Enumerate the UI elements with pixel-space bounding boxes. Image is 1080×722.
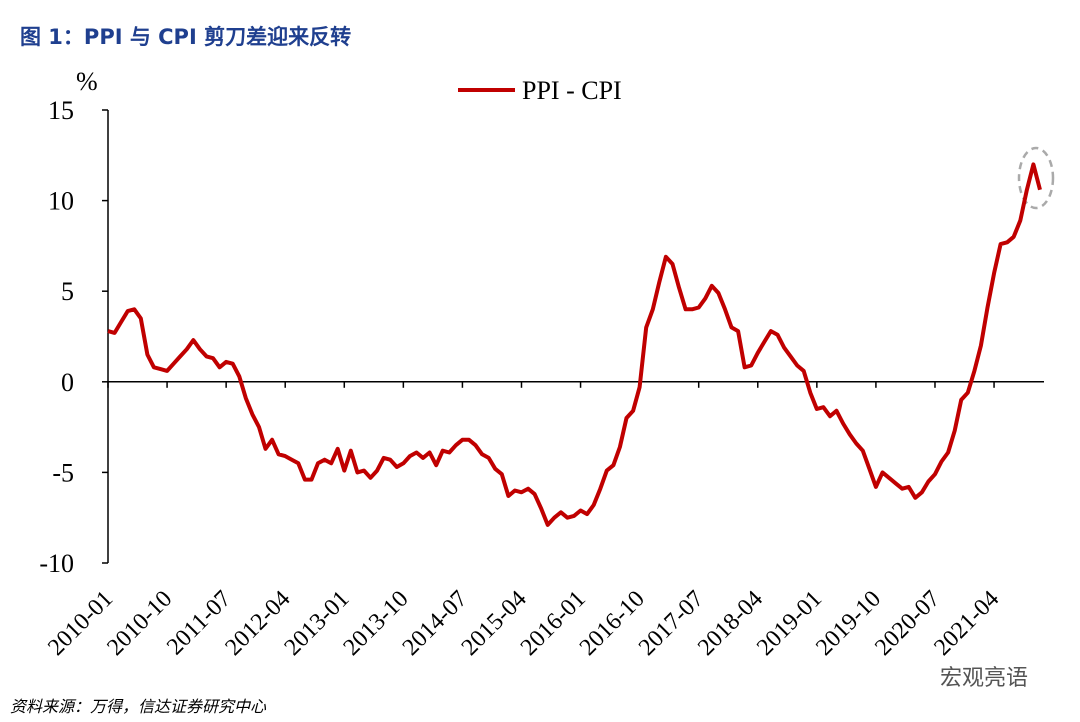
y-tick-label: 10	[48, 187, 74, 216]
legend-label: PPI - CPI	[522, 76, 622, 105]
x-tick-label: 2016-01	[516, 586, 591, 661]
x-tick-label: 2010-10	[102, 586, 177, 661]
x-tick-label: 2016-10	[575, 586, 650, 661]
chart-title: 图 1：PPI 与 CPI 剪刀差迎来反转	[20, 25, 351, 49]
source-note: 资料来源：万得，信达证券研究中心	[10, 697, 267, 716]
y-tick-label: 5	[61, 277, 74, 306]
highlight-ellipse	[1017, 146, 1055, 210]
x-tick-label: 2010-01	[43, 586, 118, 661]
y-tick-label: -10	[39, 549, 74, 578]
x-tick-label: 2020-07	[870, 586, 945, 661]
x-tick-label: 2015-04	[457, 586, 532, 661]
y-tick-label: 15	[48, 96, 74, 125]
x-tick-label: 2021-04	[929, 586, 1004, 661]
x-tick-label: 2019-10	[811, 586, 886, 661]
x-tick-label: 2013-01	[280, 586, 355, 661]
y-tick-label: 0	[61, 368, 74, 397]
x-tick-label: 2011-07	[162, 586, 236, 660]
y-axis-label: %	[76, 67, 98, 96]
x-tick-label: 2012-04	[221, 586, 296, 661]
x-tick-label: 2019-01	[752, 586, 827, 661]
x-tick-label: 2013-10	[339, 586, 414, 661]
watermark: 宏观亮语	[940, 666, 1028, 691]
data-line	[107, 162, 1042, 527]
x-tick-label: 2014-07	[398, 586, 473, 661]
x-tick-label: 2017-07	[634, 586, 709, 661]
x-tick-label: 2018-04	[693, 586, 768, 661]
y-tick-label: -5	[52, 458, 74, 487]
